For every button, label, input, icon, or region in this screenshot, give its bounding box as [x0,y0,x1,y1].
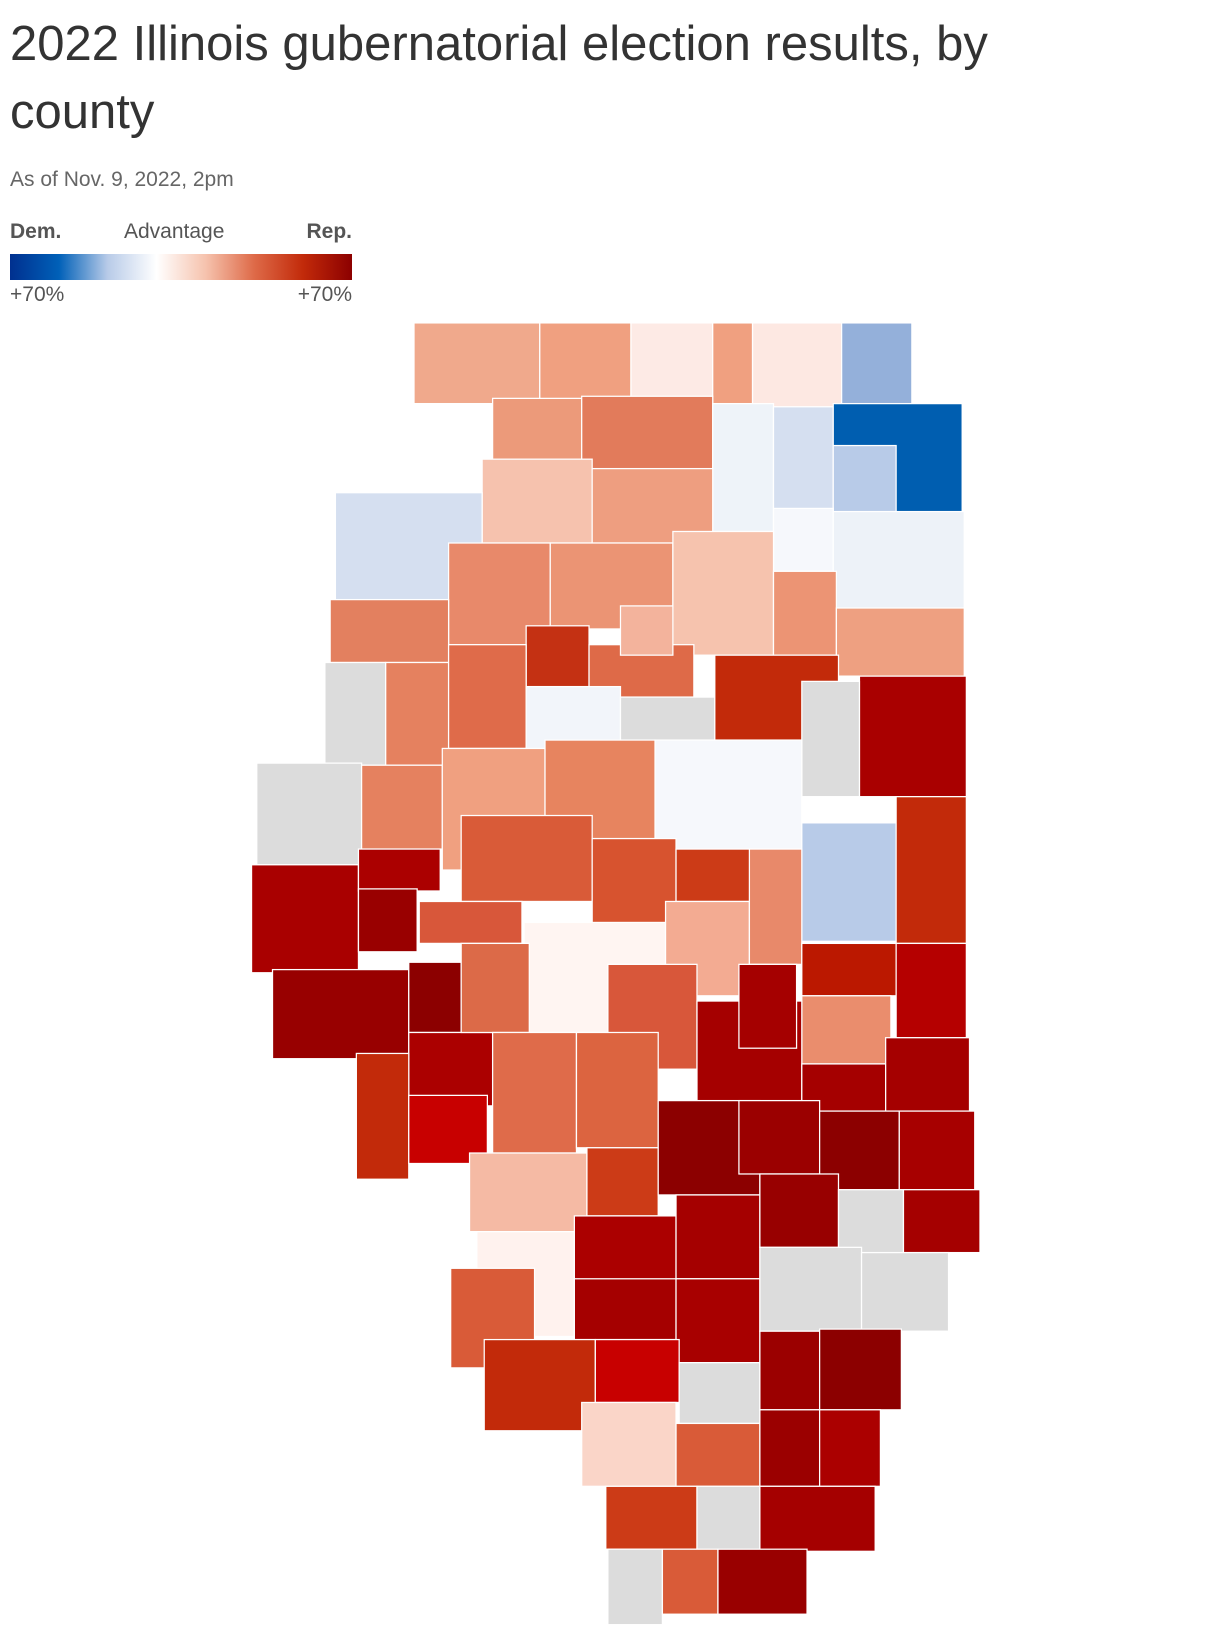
title: 2022 Illinois gubernatorial election res… [10,17,988,139]
county [772,507,834,572]
county [418,900,523,945]
county [772,570,838,656]
county [385,661,450,766]
county [738,1099,821,1175]
county [748,848,803,965]
county [256,762,363,866]
county [591,467,714,544]
county [818,1328,903,1411]
county [902,1189,981,1254]
county [573,1278,677,1341]
county [408,1094,488,1165]
county [759,1173,840,1248]
county [594,1338,680,1404]
county [885,1037,971,1112]
county [360,764,443,850]
county [329,598,450,664]
county [619,605,674,656]
county [271,968,410,1060]
county [801,942,897,997]
legend-dem-value: +70% [10,283,65,306]
county [539,322,632,405]
county [468,1152,588,1233]
county [801,680,861,798]
county [605,1485,698,1550]
county [672,530,775,656]
county [712,402,775,533]
county [738,963,798,1049]
legend-rep-value: +70% [297,283,352,306]
county [355,1052,410,1180]
county [751,322,843,410]
county [661,1548,719,1615]
county [712,322,754,410]
county [483,1338,596,1432]
county [408,961,462,1034]
county [895,942,967,1039]
county [607,1548,664,1626]
county [357,888,418,953]
county [860,1251,950,1332]
legend-dem-label: Dem. [10,220,62,243]
subtitle: As of Nov. 9, 2022, 2pm [10,168,234,191]
county [654,739,803,850]
county [898,1110,976,1191]
county [357,848,441,892]
legend-gradient [10,254,352,280]
county [696,1485,761,1552]
county [801,822,897,942]
county [581,395,714,471]
county [801,995,892,1065]
county [841,322,913,410]
county [759,1330,821,1411]
county [895,796,967,945]
county [413,322,541,405]
county [675,1278,761,1364]
county [835,607,965,677]
county [678,1362,761,1425]
legend-rep-label: Rep. [306,220,352,243]
county [573,1215,677,1285]
county [759,1246,863,1332]
county [491,397,583,462]
county [460,814,593,903]
county [675,1422,761,1487]
county [858,675,967,798]
county [759,1485,876,1552]
county [250,864,360,974]
county [481,458,593,544]
county [832,444,897,515]
county [818,1409,882,1487]
county [581,1401,677,1487]
county [525,625,590,688]
county [772,406,834,512]
county [591,837,677,934]
county [837,1189,905,1254]
county [586,1147,659,1217]
county [491,1031,578,1154]
county [324,661,387,766]
county [575,1031,659,1149]
county [759,1409,821,1487]
county [460,942,530,1034]
county [630,322,714,410]
county [717,1548,808,1615]
legend-center-label: Advantage [124,220,225,243]
county [675,1194,761,1280]
county [447,644,527,750]
